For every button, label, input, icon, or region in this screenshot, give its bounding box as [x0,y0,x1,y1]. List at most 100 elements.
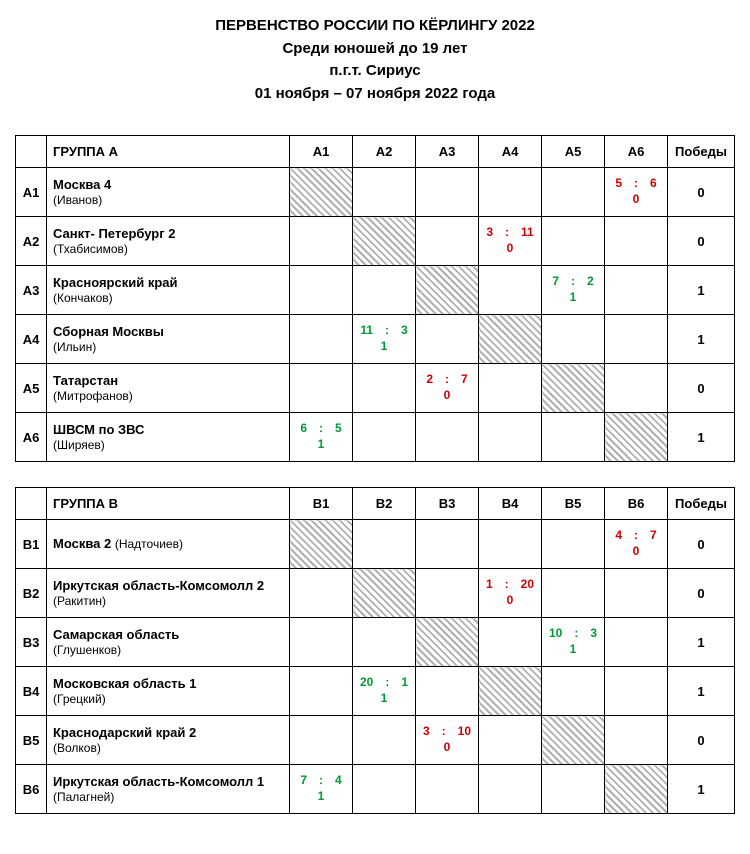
diagonal-cell [416,618,479,667]
score-cell: 2 : 70 [416,364,479,413]
team-row: A3Красноярский край(Кончаков)7 : 211 [16,266,735,315]
team-cell: Москва 2 (Надточиев) [47,520,290,569]
team-row: B6Иркутская область-Комсомолл 1(Палагней… [16,765,735,814]
wins-cell: 1 [668,667,735,716]
wins-header: Победы [668,488,735,520]
diagonal-cell [290,168,353,217]
team-sub: (Ширяев) [53,438,283,452]
team-code: B1 [16,520,47,569]
empty-cell [290,315,353,364]
score-cell: 20 : 11 [353,667,416,716]
empty-cell [542,765,605,814]
diagonal-cell [416,266,479,315]
header-line-2: Среди юношей до 19 лет [15,38,735,61]
team-name: Сборная Москвы [53,324,283,340]
team-cell: Самарская область(Глушенков) [47,618,290,667]
team-sub: (Палагней) [53,790,283,804]
score-result: 0 [418,740,476,756]
empty-cell [542,667,605,716]
empty-cell [479,364,542,413]
team-code: A2 [16,217,47,266]
column-header: A3 [416,136,479,168]
empty-cell [416,168,479,217]
empty-cell [605,667,668,716]
empty-cell [605,618,668,667]
wins-cell: 1 [668,266,735,315]
team-name: Самарская область [53,627,283,643]
team-sub: (Глушенков) [53,643,283,657]
team-cell: Иркутская область-Комсомолл 2(Ракитин) [47,569,290,618]
diagonal-cell [605,765,668,814]
empty-cell [605,315,668,364]
team-cell: Московская область 1(Грецкий) [47,667,290,716]
empty-cell [290,569,353,618]
empty-cell [605,569,668,618]
diagonal-cell [353,217,416,266]
empty-cell [479,413,542,462]
team-name: ШВСМ по ЗВС [53,422,283,438]
team-name: Московская область 1 [53,676,283,692]
empty-cell [542,315,605,364]
team-sub: (Кончаков) [53,291,283,305]
empty-cell [479,765,542,814]
group-table: ГРУППА BB1B2B3B4B5B6ПобедыB1Москва 2 (На… [15,487,735,814]
empty-cell [416,217,479,266]
column-header: B1 [290,488,353,520]
team-code: A1 [16,168,47,217]
team-code: B4 [16,667,47,716]
score-result: 1 [355,339,413,355]
score-cell: 11 : 31 [353,315,416,364]
column-header: B4 [479,488,542,520]
empty-cell [353,364,416,413]
team-cell: Татарстан(Митрофанов) [47,364,290,413]
diagonal-cell [479,315,542,364]
team-code: A3 [16,266,47,315]
team-name: Красноярский край [53,275,283,291]
wins-cell: 0 [668,168,735,217]
team-cell: Краснодарский край 2(Волков) [47,716,290,765]
empty-cell [290,667,353,716]
empty-cell [416,667,479,716]
team-code: A5 [16,364,47,413]
score-result: 1 [292,437,350,453]
score-result: 0 [481,593,539,609]
empty-cell [416,520,479,569]
empty-cell [290,618,353,667]
team-sub: (Тхабисимов) [53,242,283,256]
empty-cell [290,364,353,413]
empty-cell [290,716,353,765]
team-name: Москва 2 [53,536,115,551]
score-cell: 3 : 100 [416,716,479,765]
score-cell: 10 : 31 [542,618,605,667]
empty-cell [353,618,416,667]
score-line: 3 : 11 [486,225,533,239]
empty-cell [479,618,542,667]
team-row: A5Татарстан(Митрофанов)2 : 700 [16,364,735,413]
empty-cell [353,716,416,765]
team-name: Иркутская область-Комсомолл 2 [53,578,283,594]
wins-cell: 1 [668,765,735,814]
score-cell: 7 : 41 [290,765,353,814]
score-line: 7 : 2 [552,274,593,288]
empty-cell [605,716,668,765]
document-header: ПЕРВЕНСТВО РОССИИ ПО КЁРЛИНГУ 2022 Среди… [15,15,735,105]
score-line: 6 : 5 [300,421,341,435]
column-header: A5 [542,136,605,168]
team-row: B5Краснодарский край 2(Волков)3 : 1000 [16,716,735,765]
score-result: 0 [418,388,476,404]
wins-cell: 0 [668,217,735,266]
team-name: Татарстан [53,373,283,389]
team-name: Иркутская область-Комсомолл 1 [53,774,283,790]
diagonal-cell [290,520,353,569]
diagonal-cell [479,667,542,716]
team-sub: (Грецкий) [53,692,283,706]
empty-cell [479,716,542,765]
wins-cell: 1 [668,315,735,364]
score-line: 4 : 7 [615,528,656,542]
group-name: ГРУППА A [47,136,290,168]
score-result: 1 [544,642,602,658]
team-sub: (Надточиев) [115,537,183,551]
wins-cell: 1 [668,413,735,462]
team-sub: (Митрофанов) [53,389,283,403]
group-name: ГРУППА B [47,488,290,520]
